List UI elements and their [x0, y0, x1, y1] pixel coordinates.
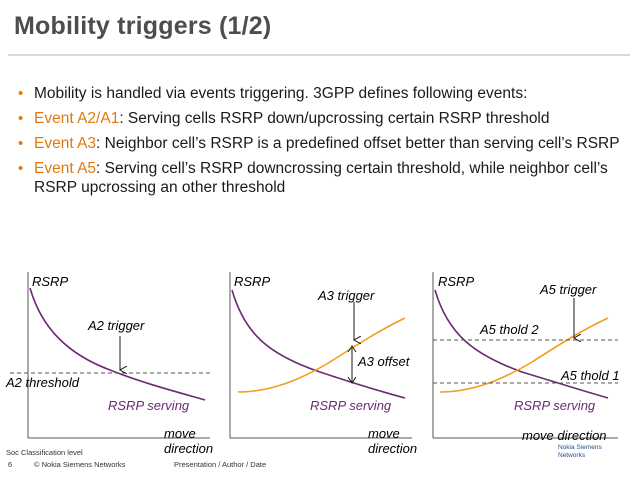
bullet-list: • Mobility is handled via events trigger… — [18, 84, 630, 203]
offset-arrow-down-icon — [347, 376, 357, 384]
thold2-label: A5 thold 2 — [479, 322, 539, 337]
serving-curve — [434, 289, 609, 399]
presentation-info: Presentation / Author / Date — [174, 460, 267, 469]
diagram-a5: RSRP A5 trigger A5 thold 2 A5 thold 1 RS… — [432, 272, 620, 443]
serving-label: RSRP serving — [310, 398, 392, 413]
y-axis-label: RSRP — [438, 274, 474, 289]
title-divider — [8, 54, 630, 56]
logo-line1: Nokia Siemens — [558, 444, 602, 451]
thold1-label: A5 thold 1 — [560, 368, 620, 383]
company-logo: Nokia Siemens Networks — [558, 444, 628, 466]
serving-label: RSRP serving — [514, 398, 596, 413]
bullet-text: : Neighbor cell’s RSRP is a predefined o… — [96, 135, 620, 152]
bullet-dot-icon: • — [18, 85, 24, 102]
offset-arrow-up-icon — [347, 345, 357, 353]
bullet-item: • Event A5: Serving cell’s RSRP downcros… — [18, 159, 630, 197]
neighbor-curve — [237, 317, 406, 393]
bullet-item: • Mobility is handled via events trigger… — [18, 84, 630, 103]
direction-label: direction — [368, 441, 417, 456]
y-axis-label: RSRP — [234, 274, 270, 289]
bullet-text: : Serving cell’s RSRP downcrossing certa… — [34, 160, 608, 196]
bullet-item: • Event A3: Neighbor cell’s RSRP is a pr… — [18, 134, 630, 153]
direction-label: direction — [164, 441, 213, 456]
move-direction-label: move direction — [522, 428, 607, 443]
threshold-label: A2 threshold — [5, 375, 80, 390]
page-number: 6 — [8, 460, 13, 469]
bullet-dot-icon: • — [18, 110, 24, 127]
serving-curve — [231, 289, 406, 399]
bullet-text: : Serving cells RSRP down/upcrossing cer… — [119, 110, 550, 127]
diagram-a2: RSRP A2 trigger A2 threshold RSRP servin… — [5, 272, 213, 456]
bullet-item: • Event A2/A1: Serving cells RSRP down/u… — [18, 109, 630, 128]
logo-line2: Networks — [558, 452, 586, 459]
trigger-label: A3 trigger — [317, 288, 375, 303]
bullet-highlight: Event A2/A1 — [34, 110, 120, 127]
diagram-a3: RSRP A3 trigger A3 offset RSRP serving m… — [229, 272, 417, 456]
copyright-text: © Nokia Siemens Networks — [34, 460, 126, 469]
bullet-dot-icon: • — [18, 135, 24, 152]
classification-label: Soc Classification level — [6, 448, 83, 457]
bullet-dot-icon: • — [18, 160, 24, 177]
trigger-label: A2 trigger — [87, 318, 145, 333]
neighbor-curve — [439, 317, 609, 393]
serving-curve — [29, 287, 206, 401]
bullet-highlight: Event A3 — [34, 135, 97, 152]
offset-label: A3 offset — [357, 354, 411, 369]
move-label: move — [368, 426, 400, 441]
bullet-highlight: Event A5 — [34, 160, 97, 177]
y-axis-label: RSRP — [32, 274, 68, 289]
serving-label: RSRP serving — [108, 398, 190, 413]
move-label: move — [164, 426, 196, 441]
bullet-text: Mobility is handled via events triggerin… — [34, 85, 528, 102]
slide-title: Mobility triggers (1/2) — [14, 12, 272, 40]
trigger-label: A5 trigger — [539, 282, 597, 297]
